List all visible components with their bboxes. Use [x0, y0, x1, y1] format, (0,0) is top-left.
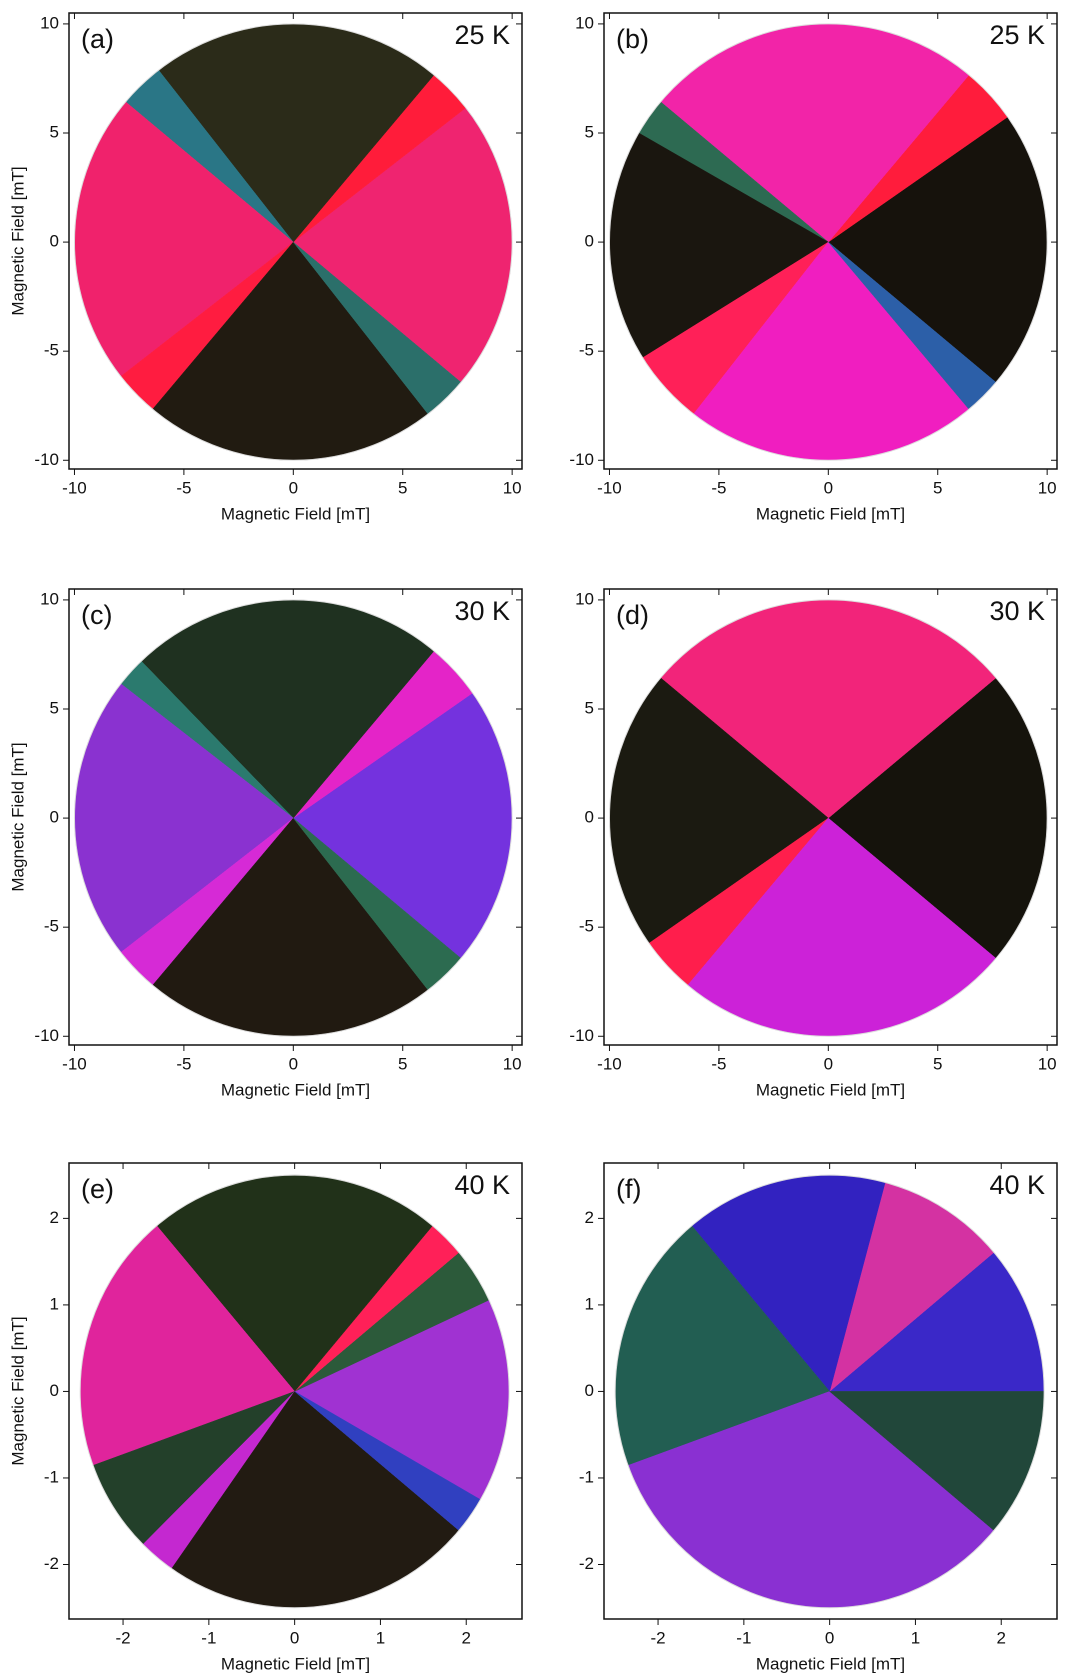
x-tick-label: 10 [1038, 478, 1057, 497]
y-tick-label: 0 [50, 1381, 59, 1400]
y-tick-label: -5 [44, 341, 59, 360]
y-tick-label: 10 [575, 589, 594, 608]
temperature-label: 30 K [989, 596, 1045, 626]
x-tick-label: -5 [711, 1054, 726, 1073]
x-tick-label: 5 [933, 478, 942, 497]
x-tick-label: 0 [824, 478, 833, 497]
x-tick-label: -5 [176, 1054, 191, 1073]
x-axis-label: Magnetic Field [mT] [756, 504, 905, 523]
panel-label: (f) [616, 1174, 641, 1204]
y-tick-label: -5 [579, 917, 594, 936]
y-tick-label: 10 [575, 13, 594, 32]
x-tick-label: 1 [376, 1628, 385, 1647]
panel-label: (d) [616, 600, 649, 630]
temperature-label: 30 K [454, 596, 510, 626]
y-tick-label: -1 [579, 1467, 594, 1486]
x-axis-label: Magnetic Field [mT] [221, 1080, 370, 1099]
y-tick-label: 10 [40, 589, 59, 608]
y-tick-label: -5 [579, 341, 594, 360]
y-tick-label: -10 [34, 1026, 59, 1045]
y-tick-label: 5 [50, 698, 59, 717]
plot-frame [603, 588, 1058, 1046]
x-tick-label: -2 [650, 1628, 665, 1647]
y-tick-label: 0 [50, 808, 59, 827]
x-axis-label: Magnetic Field [mT] [221, 1654, 370, 1673]
y-axis-label: Magnetic Field [mT] [8, 742, 27, 891]
x-axis-label: Magnetic Field [mT] [756, 1654, 905, 1673]
y-tick-label: -10 [34, 450, 59, 469]
y-tick-label: 2 [585, 1208, 594, 1227]
x-tick-label: 5 [398, 478, 407, 497]
x-tick-label: -2 [115, 1628, 130, 1647]
panel-label: (a) [81, 24, 114, 54]
y-tick-label: 0 [585, 1381, 594, 1400]
x-tick-label: 0 [289, 478, 298, 497]
plot-frame [68, 12, 523, 470]
y-tick-label: -2 [579, 1554, 594, 1573]
panel-label: (b) [616, 24, 649, 54]
x-tick-label: 5 [398, 1054, 407, 1073]
y-tick-label: 2 [50, 1208, 59, 1227]
x-tick-label: -5 [711, 478, 726, 497]
x-axis-label: Magnetic Field [mT] [756, 1080, 905, 1099]
x-tick-label: 0 [824, 1054, 833, 1073]
field-circle [614, 1174, 1045, 1609]
y-axis-label: Magnetic Field [mT] [8, 1316, 27, 1465]
y-tick-label: 0 [585, 232, 594, 251]
y-tick-label: -10 [569, 1026, 594, 1045]
y-tick-label: -2 [44, 1554, 59, 1573]
y-tick-label: 1 [50, 1294, 59, 1313]
field-circle [73, 23, 513, 461]
y-tick-label: -5 [44, 917, 59, 936]
y-tick-label: 5 [585, 698, 594, 717]
temperature-label: 40 K [989, 1170, 1045, 1200]
y-tick-label: 0 [50, 232, 59, 251]
x-tick-label: 0 [825, 1628, 834, 1647]
field-circle [608, 23, 1048, 461]
temperature-label: 25 K [989, 20, 1045, 50]
x-tick-label: -10 [597, 1054, 622, 1073]
x-tick-label: -10 [597, 478, 622, 497]
field-circle [608, 599, 1048, 1037]
y-tick-label: 1 [585, 1294, 594, 1313]
x-tick-label: 5 [933, 1054, 942, 1073]
y-tick-label: 5 [50, 122, 59, 141]
temperature-label: 25 K [454, 20, 510, 50]
field-circle [73, 599, 513, 1037]
x-tick-label: 0 [290, 1628, 299, 1647]
x-tick-label: 1 [911, 1628, 920, 1647]
x-tick-label: -5 [176, 478, 191, 497]
y-axis-label: Magnetic Field [mT] [8, 166, 27, 315]
plot-frame [68, 588, 523, 1046]
x-tick-label: -1 [201, 1628, 216, 1647]
y-tick-label: -1 [44, 1467, 59, 1486]
x-axis-label: Magnetic Field [mT] [221, 504, 370, 523]
temperature-label: 40 K [454, 1170, 510, 1200]
y-tick-label: -10 [569, 450, 594, 469]
x-tick-label: 2 [461, 1628, 470, 1647]
x-tick-label: 10 [503, 1054, 522, 1073]
x-tick-label: 10 [1038, 1054, 1057, 1073]
x-tick-label: 10 [503, 478, 522, 497]
panel-label: (c) [81, 600, 112, 630]
y-tick-label: 0 [585, 808, 594, 827]
x-tick-label: -1 [736, 1628, 751, 1647]
x-tick-label: -10 [62, 478, 87, 497]
x-tick-label: -10 [62, 1054, 87, 1073]
x-tick-label: 2 [996, 1628, 1005, 1647]
plot-frame [603, 12, 1058, 470]
panel-label: (e) [81, 1174, 114, 1204]
x-tick-label: 0 [289, 1054, 298, 1073]
y-tick-label: 5 [585, 122, 594, 141]
y-tick-label: 10 [40, 13, 59, 32]
field-circle [79, 1174, 510, 1609]
